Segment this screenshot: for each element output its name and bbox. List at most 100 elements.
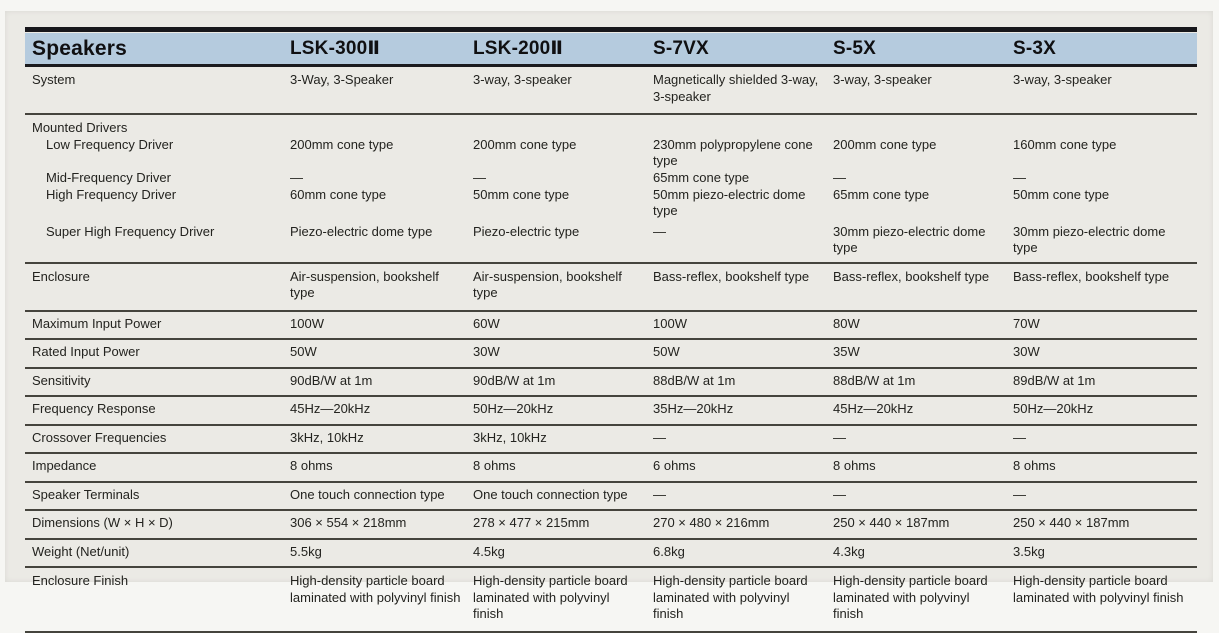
row-mounted-drivers: Mounted Drivers Low Frequency Driver 200… xyxy=(25,115,1197,264)
spec-cell: 8 ohms xyxy=(833,458,876,473)
spec-cell: 30mm piezo-electric dome type xyxy=(833,223,986,256)
column-header-s-3x: S-3X xyxy=(1013,37,1057,59)
row-label: Crossover Frequencies xyxy=(32,429,167,445)
row-label: Speaker Terminals xyxy=(32,486,140,502)
row-label: Sensitivity xyxy=(32,372,91,388)
row-maximum-input-power: Maximum Input Power 100W 60W 100W 80W 70… xyxy=(25,312,1197,340)
row-sensitivity: Sensitivity 90dB/W at 1m 90dB/W at 1m 88… xyxy=(25,369,1197,397)
row-label: Frequency Response xyxy=(32,401,156,416)
row-rated-input-power: Rated Input Power 50W 30W 50W 35W 30W xyxy=(25,340,1197,369)
spec-cell: 30mm piezo-electric dome type xyxy=(1013,223,1166,256)
spec-cell: 35Hz—20kHz xyxy=(653,401,734,416)
spec-cell: 250 × 440 × 187mm xyxy=(1013,515,1130,530)
subrow-super-high-frequency-driver: Super High Frequency Driver Piezo-electr… xyxy=(25,224,1197,257)
spec-cell: — xyxy=(833,169,846,185)
column-header-s-5x: S-5X xyxy=(833,37,877,59)
subrow-high-frequency-driver: High Frequency Driver 60mm cone type 50m… xyxy=(25,187,1197,220)
spec-cell: 3-way, 3-speaker xyxy=(473,72,572,87)
spec-cell: Air-suspension, bookshelf type xyxy=(290,268,439,301)
column-header-s-7vx: S-7VX xyxy=(653,37,709,59)
spec-cell: 3-way, 3-speaker xyxy=(1013,72,1112,87)
scanned-page: Speakers LSK-300Ⅱ LSK-200Ⅱ S-7VX S-5X S-… xyxy=(5,11,1213,633)
spec-cell: 6 ohms xyxy=(653,458,696,473)
spec-cell: 90dB/W at 1m xyxy=(290,372,373,388)
spec-cell: High-density particle board laminated wi… xyxy=(290,573,461,605)
spec-cell: High-density particle board laminated wi… xyxy=(653,573,808,621)
row-label: Weight (Net/unit) xyxy=(32,543,130,559)
spec-cell: 65mm cone type xyxy=(833,186,930,202)
spec-cell: 270 × 480 × 216mm xyxy=(653,515,770,530)
spec-cell: 80W xyxy=(833,315,860,331)
spec-cell: 50Hz—20kHz xyxy=(1013,401,1094,416)
spec-cell: 35W xyxy=(833,344,860,359)
spec-cell: — xyxy=(653,486,666,502)
spec-cell: 88dB/W at 1m xyxy=(833,372,916,388)
row-dimensions: Dimensions (W × H × D) 306 × 554 × 218mm… xyxy=(25,511,1197,540)
spec-cell: 45Hz—20kHz xyxy=(290,401,371,416)
row-label: Enclosure xyxy=(32,268,90,284)
spec-cell: 6.8kg xyxy=(653,543,685,559)
spec-cell: Air-suspension, bookshelf type xyxy=(473,268,622,301)
column-header-lsk-200: LSK-200Ⅱ xyxy=(473,38,564,59)
spec-cell: 3-way, 3-speaker xyxy=(833,72,932,87)
speakers-spec-table: Speakers LSK-300Ⅱ LSK-200Ⅱ S-7VX S-5X S-… xyxy=(25,27,1197,633)
spec-cell: High-density particle board laminated wi… xyxy=(473,573,628,621)
spec-cell: — xyxy=(653,223,666,239)
row-crossover-frequencies: Crossover Frequencies 3kHz, 10kHz 3kHz, … xyxy=(25,426,1197,454)
spec-cell: 50W xyxy=(290,344,317,359)
spec-cell: 70W xyxy=(1013,315,1040,331)
spec-cell: 50mm cone type xyxy=(1013,186,1110,202)
group-label: Mounted Drivers xyxy=(32,120,128,135)
spec-cell: One touch connection type xyxy=(473,486,628,502)
spec-cell: 30W xyxy=(1013,344,1040,359)
row-impedance: Impedance 8 ohms 8 ohms 6 ohms 8 ohms 8 … xyxy=(25,454,1197,483)
spec-cell: — xyxy=(653,429,666,445)
spec-cell: Magnetically shielded 3-way, 3-speaker xyxy=(653,72,819,104)
spec-cell: — xyxy=(1013,169,1026,185)
row-weight: Weight (Net/unit) 5.5kg 4.5kg 6.8kg 4.3k… xyxy=(25,540,1197,568)
spec-cell: Piezo-electric dome type xyxy=(290,223,433,239)
spec-cell: 89dB/W at 1m xyxy=(1013,372,1096,388)
column-header-lsk-300: LSK-300Ⅱ xyxy=(290,38,381,59)
spec-cell: — xyxy=(473,169,486,185)
spec-cell: One touch connection type xyxy=(290,486,445,502)
spec-cell: 50mm piezo-electric dome type xyxy=(653,186,806,219)
row-label: Enclosure Finish xyxy=(32,573,129,588)
table-title: Speakers xyxy=(32,36,128,60)
row-label: Super High Frequency Driver xyxy=(46,223,215,239)
spec-cell: 8 ohms xyxy=(290,458,333,473)
spec-cell: 200mm cone type xyxy=(833,136,937,152)
spec-cell: Bass-reflex, bookshelf type xyxy=(833,268,990,284)
row-label: System xyxy=(32,72,76,87)
spec-cell: 4.3kg xyxy=(833,543,865,559)
spec-cell: — xyxy=(290,169,303,185)
spec-cell: 60W xyxy=(473,315,500,331)
spec-cell: 90dB/W at 1m xyxy=(473,372,556,388)
row-label: Maximum Input Power xyxy=(32,315,162,331)
spec-cell: 50Hz—20kHz xyxy=(473,401,554,416)
spec-cell: — xyxy=(1013,486,1026,502)
row-label: Impedance xyxy=(32,458,97,473)
spec-cell: 200mm cone type xyxy=(290,136,394,152)
row-label: Mid-Frequency Driver xyxy=(46,169,171,185)
row-label: Rated Input Power xyxy=(32,344,140,359)
spec-cell: 5.5kg xyxy=(290,543,322,559)
row-enclosure-finish: Enclosure Finish High-density particle b… xyxy=(25,568,1197,633)
spec-cell: High-density particle board laminated wi… xyxy=(833,573,988,621)
spec-cell: Bass-reflex, bookshelf type xyxy=(653,268,810,284)
spec-cell: 250 × 440 × 187mm xyxy=(833,515,950,530)
spec-cell: — xyxy=(833,486,846,502)
spec-cell: High-density particle board laminated wi… xyxy=(1013,573,1184,605)
row-enclosure: Enclosure Air-suspension, bookshelf type… xyxy=(25,264,1197,312)
spec-cell: 30W xyxy=(473,344,500,359)
spec-cell: 60mm cone type xyxy=(290,186,387,202)
spec-cell: 4.5kg xyxy=(473,543,505,559)
spec-cell: — xyxy=(1013,429,1026,445)
table-top-rule xyxy=(25,27,1197,32)
spec-cell: 3-Way, 3-Speaker xyxy=(290,72,394,87)
row-frequency-response: Frequency Response 45Hz—20kHz 50Hz—20kHz… xyxy=(25,397,1197,426)
subrow-mid-frequency-driver: Mid-Frequency Driver — — 65mm cone type … xyxy=(25,170,1197,187)
row-label: High Frequency Driver xyxy=(46,186,177,202)
spec-cell: 160mm cone type xyxy=(1013,136,1117,152)
spec-cell: 100W xyxy=(290,315,324,331)
